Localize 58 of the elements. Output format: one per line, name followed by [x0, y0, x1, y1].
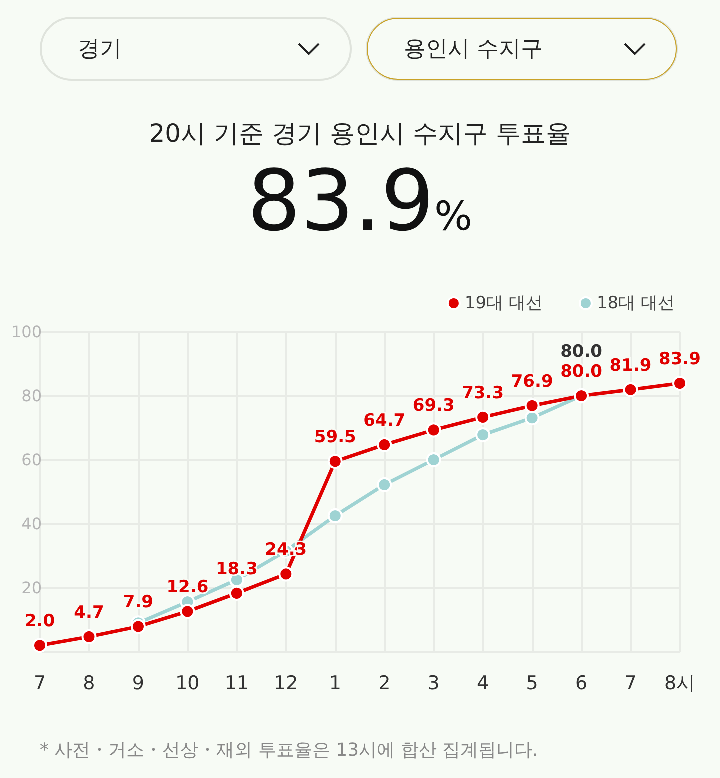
- point: [377, 437, 392, 452]
- point: [328, 508, 343, 524]
- x-tick-label: 4: [477, 672, 490, 694]
- point: [130, 619, 146, 634]
- x-tick-label: 7: [34, 672, 46, 694]
- legend-label: 19대 대선: [464, 294, 543, 314]
- point: [623, 382, 638, 398]
- data-label: 80.0: [560, 342, 603, 362]
- x-tick-label: 5: [526, 672, 538, 694]
- x-tick-label: 3: [428, 672, 440, 694]
- point: [377, 477, 392, 492]
- point: [476, 410, 491, 425]
- point: [82, 629, 97, 644]
- point: [229, 586, 244, 601]
- text: * 사전・거소・선상・재외 투표율은 13시에 합산 집계됩니다.: [40, 739, 538, 762]
- point: [32, 638, 48, 654]
- y-tick-label: 100: [11, 322, 42, 342]
- y-tick-label: 20: [22, 578, 42, 598]
- data-label: 64.7: [364, 410, 406, 431]
- data-label: 80.0: [560, 362, 603, 382]
- point: [426, 452, 442, 468]
- x-tick-label: 1: [329, 672, 342, 694]
- data-label: 81.9: [610, 356, 652, 376]
- x-tick-label: 11: [224, 672, 250, 694]
- data-label: 76.9: [511, 372, 554, 392]
- y-tick-label: 60: [22, 450, 42, 470]
- point: [426, 422, 442, 438]
- x-tick-label: 2: [378, 672, 391, 694]
- chart-subtitle: 83.9%: [247, 152, 473, 250]
- point: [476, 428, 491, 443]
- data-label: 73.3: [462, 383, 504, 404]
- dropdown: 경기: [40, 17, 352, 81]
- x-tick-label: 8: [83, 672, 96, 694]
- data-label: 69.3: [412, 396, 455, 416]
- data-label: 7.9: [123, 592, 154, 613]
- chart-title: 20시 기준 경기 용인시 수지구 투표율: [148, 118, 572, 150]
- point: [524, 410, 540, 426]
- data-label: 4.7: [74, 602, 104, 623]
- x-tick-label: 6: [575, 672, 588, 694]
- point: [524, 398, 540, 414]
- point: [672, 376, 688, 392]
- point: [180, 604, 196, 620]
- data-label: 83.9: [659, 350, 701, 370]
- x-tick-label: 10: [176, 672, 200, 694]
- data-label: 12.6: [166, 578, 209, 598]
- x-tick-label: 8시: [664, 672, 696, 694]
- legend-label: 18대 대선: [596, 294, 676, 314]
- x-tick-label: 12: [274, 672, 298, 694]
- y-tick-label: 40: [22, 514, 42, 534]
- data-label: 18.3: [216, 559, 258, 580]
- data-label: 59.5: [314, 428, 356, 448]
- point: [278, 566, 294, 582]
- data-label: 2.0: [24, 612, 56, 632]
- y-tick-label: 80: [22, 386, 42, 406]
- point: [328, 454, 343, 470]
- x-tick-label: 9: [132, 672, 145, 694]
- x-tick-label: 7: [624, 672, 637, 694]
- dropdown: 용인시 수지구: [366, 17, 678, 81]
